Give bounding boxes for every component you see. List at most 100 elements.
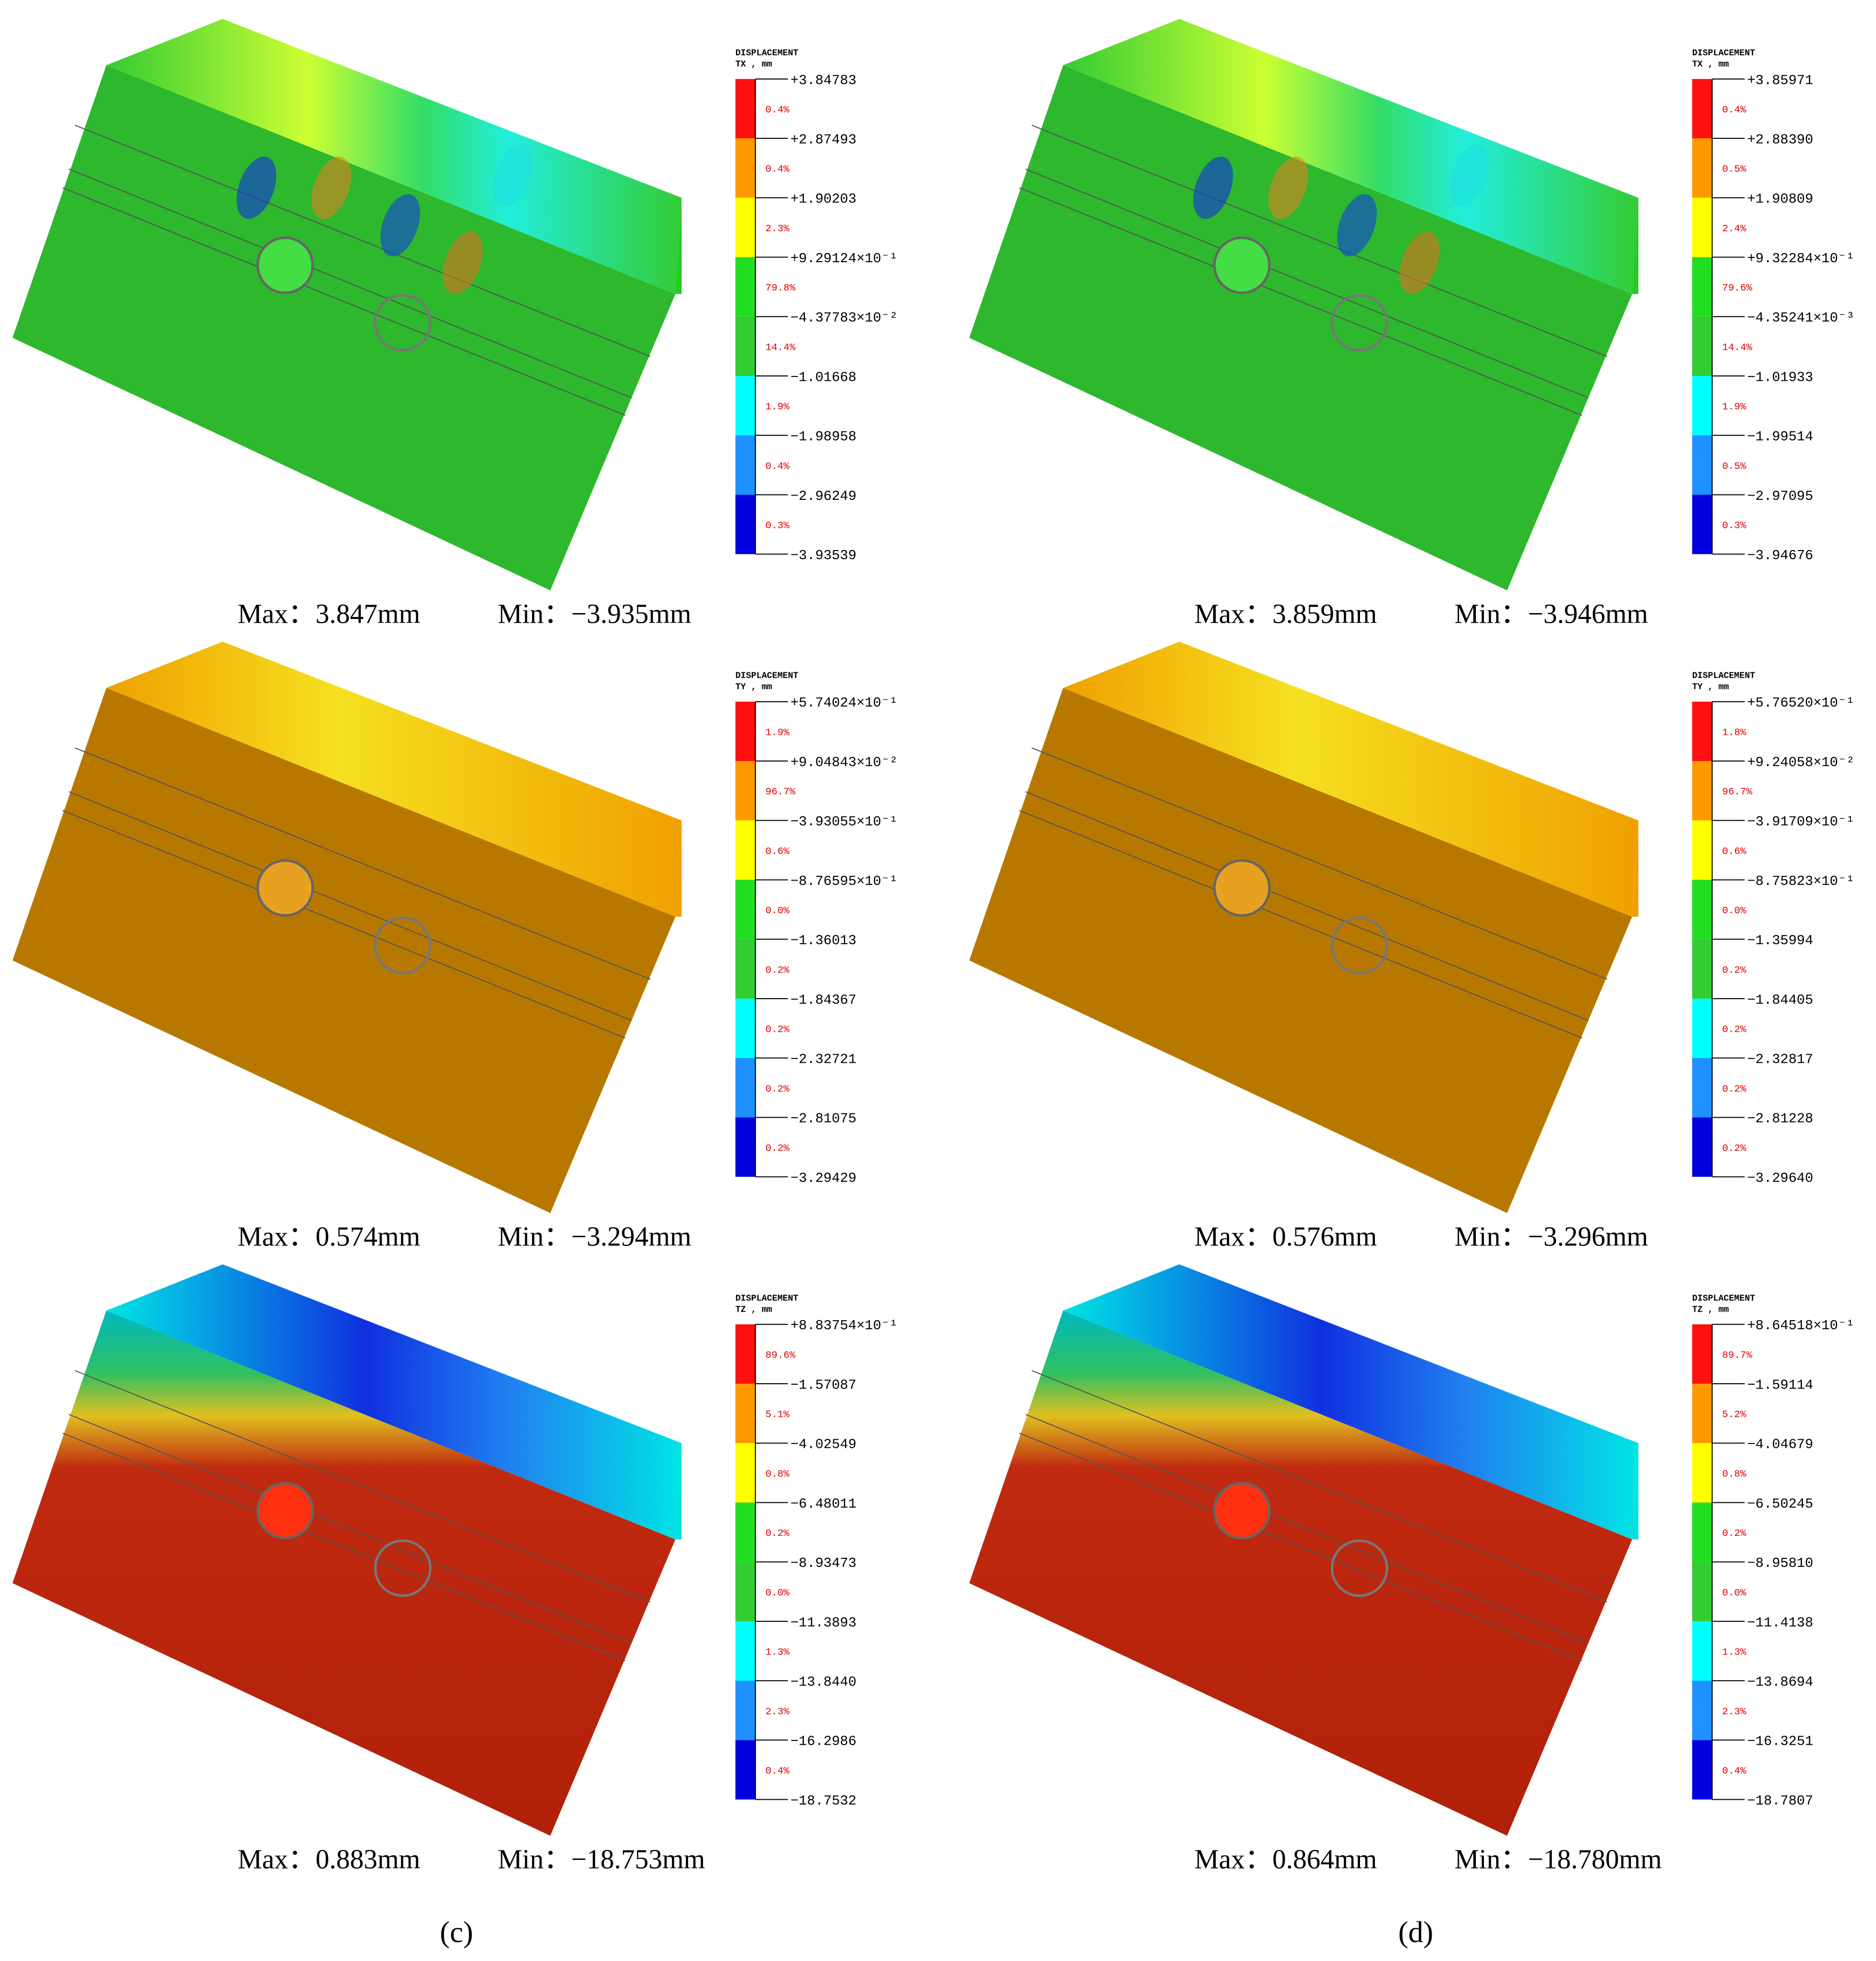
legend-band [1692, 375, 1713, 436]
block-front [12, 1311, 676, 1836]
legend-percent: 0.4% [765, 460, 790, 472]
tunnel [256, 859, 314, 917]
legend-band [1692, 79, 1713, 139]
legend-level: −13.8694 [1747, 1675, 1814, 1690]
legend-level: −16.2986 [791, 1734, 857, 1750]
legend-band [735, 257, 756, 317]
legend-level: −1.01933 [1747, 370, 1814, 385]
legend-level: −3.91709×10⁻¹ [1747, 814, 1855, 830]
legend-band [1692, 198, 1713, 257]
legend-band [1692, 1681, 1713, 1740]
tunnel [1213, 236, 1271, 294]
layer-line [1019, 1432, 1583, 1661]
caption-max: Max：0.883mm [238, 1844, 420, 1874]
legend-percent: 0.2% [1722, 1083, 1747, 1095]
legend-level: −6.50245 [1747, 1496, 1814, 1512]
legend-percent: 96.7% [1722, 786, 1753, 798]
legend-level: −16.3251 [1747, 1734, 1814, 1750]
legend-unit: TZ , mm [736, 1304, 772, 1314]
legend-level: −3.29429 [791, 1171, 857, 1186]
legend-percent: 0.3% [1722, 520, 1747, 531]
legend-percent: 14.4% [1722, 341, 1753, 353]
tunnel [374, 294, 432, 352]
legend-level: −18.7532 [791, 1793, 857, 1809]
legend-percent: 0.3% [765, 520, 790, 531]
layer-line [62, 810, 626, 1039]
legend-band [1692, 495, 1713, 554]
caption-max: Max：0.574mm [238, 1221, 420, 1252]
legend-percent: 79.6% [1722, 282, 1753, 294]
legend-percent: 89.6% [765, 1349, 796, 1361]
block-front [969, 1311, 1632, 1836]
legend-percent: 5.2% [1722, 1409, 1747, 1421]
legend-band [735, 1384, 756, 1444]
caption-max: Max：0.864mm [1194, 1844, 1377, 1874]
legend-unit: TX , mm [736, 59, 772, 69]
block-side [1632, 198, 1639, 294]
legend-level: −1.36013 [791, 933, 857, 948]
legend-percent: 0.2% [1722, 964, 1747, 976]
legend-percent: 1.9% [1722, 401, 1747, 413]
legend-level: +9.04843×10⁻² [791, 755, 898, 770]
legend-title: DISPLACEMENT [736, 670, 799, 680]
legend-percent: 0.2% [765, 964, 790, 976]
block-side [675, 1443, 682, 1540]
legend-band [1692, 1562, 1713, 1621]
legend-percent: 0.8% [765, 1468, 790, 1480]
legend-level: −8.76595×10⁻¹ [791, 874, 898, 889]
legend-level: −8.93473 [791, 1556, 857, 1571]
caption-min: Min：−3.294mm [498, 1221, 691, 1252]
legend-band [735, 495, 756, 554]
layer-line [1025, 168, 1589, 398]
layer-line [1019, 187, 1583, 416]
legend-percent: 1.8% [1722, 727, 1747, 739]
legend-level: −1.84405 [1747, 992, 1814, 1008]
legend-band [735, 1443, 756, 1503]
block-top [106, 19, 682, 294]
legend-band [735, 701, 756, 762]
caption-max: Max：3.859mm [1194, 599, 1377, 629]
legend-level: −2.81228 [1747, 1111, 1814, 1127]
legend-percent: 0.0% [1722, 1587, 1747, 1598]
legend-band [735, 1740, 756, 1800]
legend-level: −1.98958 [791, 429, 857, 445]
contour-blob [1193, 156, 1233, 219]
legend-band [735, 316, 756, 376]
block-front [969, 688, 1632, 1213]
legend-level: −3.93539 [791, 548, 857, 563]
legend-band [735, 435, 756, 495]
tunnel [256, 1481, 314, 1540]
legend-band [1692, 880, 1713, 939]
layer-line [68, 168, 632, 398]
legend-level: +1.90809 [1747, 192, 1814, 207]
legend-band [1692, 701, 1713, 762]
legend-percent: 0.2% [765, 1083, 790, 1095]
legend-percent: 1.9% [765, 401, 790, 413]
caption-min: Min：−18.780mm [1455, 1844, 1662, 1874]
legend-level: −4.35241×10⁻³ [1747, 310, 1855, 326]
legend-band [735, 1058, 756, 1118]
contour-blob [236, 156, 277, 219]
legend-percent: 0.4% [765, 104, 790, 116]
legend-level: +5.76520×10⁻¹ [1747, 695, 1855, 711]
panel-label: (c) [440, 1916, 473, 1949]
block-top [106, 1264, 682, 1540]
tunnel [1213, 1481, 1271, 1540]
legend-level: +9.29124×10⁻¹ [791, 251, 898, 266]
legend-percent: 1.9% [765, 727, 790, 739]
legend-band [1692, 138, 1713, 198]
legend-band [735, 198, 756, 257]
legend-percent: 0.2% [765, 1024, 790, 1036]
legend-band [735, 761, 756, 821]
legend-level: +1.90203 [791, 192, 857, 207]
legend-level: −3.94676 [1747, 548, 1814, 563]
contour-blob [493, 144, 533, 207]
layer-line [1025, 1414, 1589, 1644]
tunnel [1331, 1539, 1388, 1597]
legend-level: −6.48011 [791, 1496, 857, 1512]
legend-band [1692, 1117, 1713, 1177]
contour-blob [1337, 194, 1377, 257]
